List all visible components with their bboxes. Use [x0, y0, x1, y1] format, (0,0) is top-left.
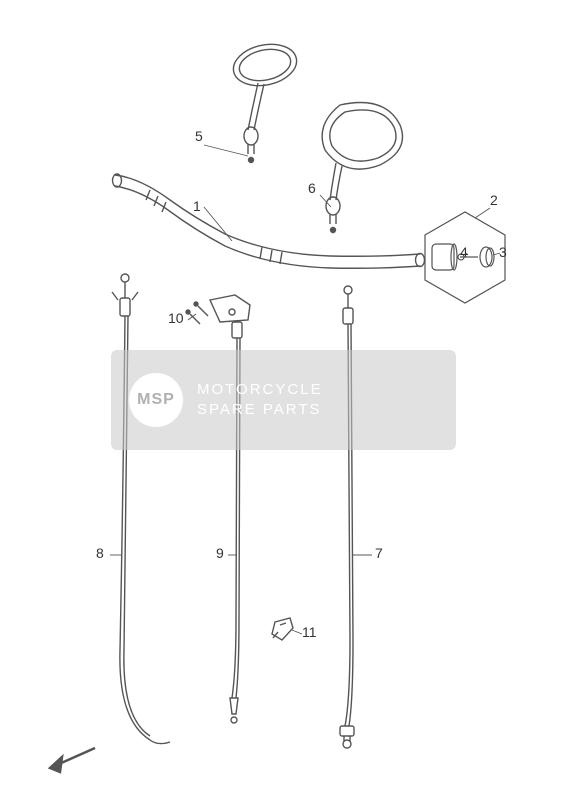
label-3: 3 [499, 244, 507, 260]
watermark-line1: MOTORCYCLE [197, 381, 323, 398]
mirror-left [230, 39, 301, 163]
label-6: 6 [308, 180, 316, 196]
label-9: 9 [216, 545, 224, 561]
watermark-logo-text: MSP [137, 391, 175, 409]
watermark: MSP MOTORCYCLE SPARE PARTS [111, 350, 456, 450]
label-11: 11 [302, 624, 317, 640]
label-1: 1 [193, 198, 201, 214]
mirror-right [322, 103, 402, 233]
label-4: 4 [460, 244, 468, 260]
handlebar [113, 174, 425, 268]
label-5: 5 [195, 128, 203, 144]
watermark-line2: SPARE PARTS [197, 401, 322, 418]
cable-clutch [112, 274, 170, 744]
label-2: 2 [490, 192, 498, 208]
label-8: 8 [96, 545, 104, 561]
label-10: 10 [168, 310, 184, 326]
cable-clip [272, 618, 293, 640]
watermark-logo: MSP [129, 373, 183, 427]
label-7: 7 [375, 545, 383, 561]
diagram-canvas: 5 1 6 2 3 4 8 9 7 10 11 MSP MOTORCYCLE S… [0, 0, 567, 800]
direction-arrow [50, 748, 95, 772]
watermark-text: MOTORCYCLE SPARE PARTS [197, 380, 323, 421]
